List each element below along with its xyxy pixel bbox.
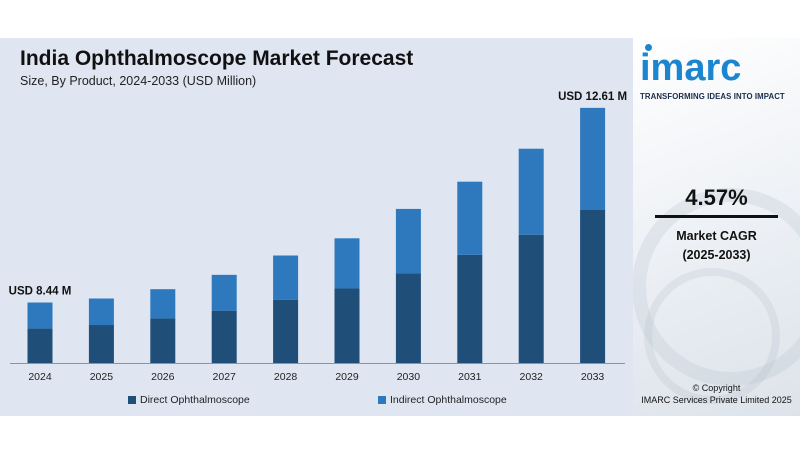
legend-swatch-direct bbox=[128, 396, 136, 404]
decorative-ring bbox=[644, 268, 780, 404]
cagr-divider bbox=[655, 215, 778, 218]
legend-swatch-indirect bbox=[378, 396, 386, 404]
bar-direct-2030 bbox=[395, 273, 421, 363]
cagr-label: Market CAGR bbox=[676, 229, 757, 243]
x-tick-label: 2029 bbox=[335, 371, 359, 383]
bar-indirect-2028 bbox=[273, 255, 299, 300]
bar-indirect-2025 bbox=[88, 298, 114, 326]
bar-direct-2027 bbox=[211, 310, 237, 363]
x-tick-label: 2032 bbox=[520, 371, 544, 383]
side-panel bbox=[633, 38, 800, 416]
chart-title: India Ophthalmoscope Market Forecast bbox=[20, 47, 414, 70]
bar-direct-2032 bbox=[518, 234, 544, 363]
x-tick-label: 2030 bbox=[397, 371, 421, 383]
bar-direct-2031 bbox=[457, 254, 483, 363]
bar-indirect-2024 bbox=[27, 302, 53, 329]
bar-direct-2033 bbox=[580, 209, 606, 363]
legend-item-direct: Direct Ophthalmoscope bbox=[128, 394, 250, 406]
copyright-block: © Copyright IMARC Services Private Limit… bbox=[633, 382, 800, 406]
x-tick-label: 2024 bbox=[28, 371, 52, 383]
chart-subtitle: Size, By Product, 2024-2033 (USD Million… bbox=[20, 74, 257, 88]
legend-label-indirect: Indirect Ophthalmoscope bbox=[390, 394, 507, 406]
x-tick-label: 2025 bbox=[90, 371, 114, 383]
cagr-period: (2025-2033) bbox=[682, 248, 751, 262]
logo-dot bbox=[645, 44, 652, 51]
bar-indirect-2032 bbox=[518, 148, 544, 235]
cagr-label-block: Market CAGR (2025-2033) bbox=[633, 227, 800, 265]
bar-direct-2024 bbox=[27, 328, 53, 363]
bar-indirect-2031 bbox=[457, 181, 483, 255]
cagr-value: 4.57% bbox=[685, 185, 748, 210]
x-tick-label: 2027 bbox=[213, 371, 237, 383]
data-label: USD 8.44 M bbox=[9, 286, 72, 298]
x-tick-label: 2026 bbox=[151, 371, 175, 383]
stacked-bar-chart: 2024 USD 8.44 M 2025 2026 2027 2028 2029 2030 20… bbox=[9, 91, 627, 383]
legend-item-indirect: Indirect Ophthalmoscope bbox=[378, 394, 507, 406]
copyright-line1: © Copyright bbox=[692, 383, 741, 393]
x-tick-label: 2033 bbox=[581, 371, 605, 383]
bar-direct-2028 bbox=[273, 299, 299, 363]
x-tick-label: 2028 bbox=[274, 371, 298, 383]
bar-indirect-2030 bbox=[395, 208, 421, 274]
data-label: USD 12.61 M bbox=[558, 91, 627, 103]
bar-indirect-2033 bbox=[580, 107, 606, 210]
bar-direct-2029 bbox=[334, 288, 360, 363]
bar-direct-2026 bbox=[150, 318, 176, 363]
x-tick-label: 2031 bbox=[458, 371, 482, 383]
logo-tagline: TRANSFORMING IDEAS INTO IMPACT bbox=[640, 92, 785, 101]
legend-label-direct: Direct Ophthalmoscope bbox=[140, 394, 250, 406]
bar-indirect-2029 bbox=[334, 238, 360, 289]
bar-direct-2025 bbox=[88, 325, 114, 363]
bar-indirect-2026 bbox=[150, 289, 176, 319]
imarc-logo: imarc bbox=[640, 47, 742, 89]
bar-indirect-2027 bbox=[211, 274, 237, 311]
copyright-line2: IMARC Services Private Limited 2025 bbox=[641, 395, 792, 405]
